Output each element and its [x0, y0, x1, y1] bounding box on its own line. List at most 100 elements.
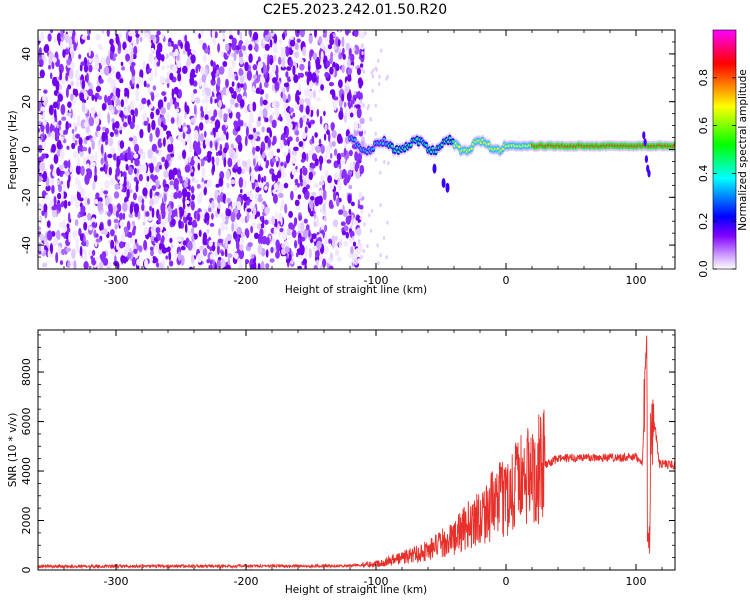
heatmap-noise-cell: [159, 75, 165, 84]
heatmap-noise-cell: [223, 113, 228, 122]
heatmap-noise-cell: [60, 200, 65, 208]
heatmap-noise-cell: [314, 132, 318, 138]
heatmap-noise-cell: [94, 151, 98, 162]
heatmap-noise-cell: [206, 152, 212, 163]
heatmap-noise-cell: [304, 246, 308, 257]
heatmap-noise-cell: [234, 221, 238, 231]
heatmap-noise-cell: [299, 153, 303, 159]
heatmap-noise-cell: [131, 68, 136, 77]
heatmap-noise-cell: [282, 93, 287, 103]
heatmap-noise-cell: [164, 159, 168, 171]
heatmap-noise-cell: [142, 113, 148, 124]
heatmap-noise-cell: [88, 146, 91, 155]
heatmap-noise-cell: [382, 235, 386, 240]
heatmap-noise-cell: [106, 30, 110, 37]
heatmap-noise-cell: [347, 67, 353, 75]
heatmap-noise-cell: [51, 208, 57, 218]
heatmap-noise-cell: [188, 155, 191, 163]
heatmap-noise-cell: [269, 58, 274, 66]
heatmap-noise-cell: [139, 30, 144, 37]
heatmap-noise-cell: [59, 69, 62, 81]
heatmap-noise-cell: [43, 45, 50, 53]
heatmap-noise-cell: [230, 97, 235, 105]
heatmap-noise-cell: [65, 74, 69, 81]
heatmap-noise-cell: [45, 123, 50, 134]
heatmap-noise-cell: [298, 83, 302, 92]
heatmap-noise-cell: [163, 170, 169, 178]
heatmap-band-cell: [432, 163, 437, 174]
heatmap-noise-cell: [167, 211, 172, 223]
heatmap-noise-cell: [71, 128, 75, 134]
heatmap-noise-cell: [366, 106, 369, 111]
heatmap-noise-cell: [259, 82, 262, 92]
heatmap-noise-cell: [226, 208, 232, 217]
heatmap-noise-cell: [131, 39, 135, 44]
heatmap-noise-cell: [354, 151, 359, 162]
heatmap-noise-cell: [201, 99, 205, 104]
heatmap-noise-cell: [199, 122, 204, 131]
heatmap-noise-cell: [314, 158, 319, 167]
heatmap-noise-cell: [68, 174, 71, 183]
heatmap-noise-cell: [86, 35, 90, 41]
heatmap-noise-cell: [155, 191, 160, 196]
heatmap-noise-cell: [138, 173, 143, 182]
heatmap-noise-cell: [303, 117, 307, 123]
heatmap-noise-cell: [351, 214, 354, 226]
heatmap-noise-cell: [161, 235, 165, 243]
heatmap-noise-cell: [198, 77, 202, 88]
heatmap-noise-cell: [377, 58, 380, 63]
heatmap-noise-cell: [323, 133, 327, 141]
heatmap-noise-cell: [338, 209, 344, 216]
heatmap-noise-cell: [146, 83, 151, 89]
heatmap-noise-cell: [357, 242, 363, 253]
heatmap-noise-cell: [353, 91, 357, 95]
heatmap-noise-cell: [211, 156, 215, 165]
colorbar-tick-label: 0.2: [697, 212, 710, 230]
heatmap-noise-cell: [305, 105, 310, 115]
heatmap-noise-cell: [252, 64, 258, 71]
heatmap-noise-cell: [304, 88, 310, 97]
heatmap-noise-cell: [118, 212, 124, 221]
heatmap-noise-cell: [182, 139, 186, 147]
heatmap-noise-cell: [109, 131, 114, 138]
heatmap-noise-cell: [193, 116, 196, 125]
heatmap-noise-cell: [271, 173, 276, 182]
heatmap-noise-cell: [240, 189, 243, 194]
heatmap-noise-cell: [264, 43, 270, 51]
heatmap-noise-cell: [266, 62, 270, 72]
heatmap-noise-cell: [216, 244, 220, 255]
heatmap-noise-cell: [155, 180, 160, 189]
heatmap-noise-cell: [297, 122, 300, 128]
heatmap-noise-cell: [233, 50, 237, 61]
heatmap-noise-cell: [38, 47, 42, 58]
heatmap-noise-cell: [316, 221, 320, 227]
heatmap-noise-cell: [115, 210, 120, 218]
heatmap-noise-cell: [141, 203, 145, 212]
heatmap-noise-cell: [337, 181, 342, 192]
heatmap-noise-cell: [93, 173, 98, 183]
heatmap-noise-cell: [298, 215, 303, 221]
heatmap-noise-cell: [192, 140, 198, 152]
heatmap-noise-cell: [295, 130, 300, 136]
heatmap-noise-cell: [332, 219, 339, 228]
heatmap-noise-cell: [205, 87, 211, 97]
heatmap-noise-cell: [203, 186, 207, 196]
heatmap-noise-cell: [114, 183, 120, 190]
heatmap-noise-cell: [202, 232, 207, 242]
heatmap-x-ticks: -300 -200 -100 0 100: [37, 30, 663, 287]
heatmap-noise-cell: [324, 36, 329, 42]
heatmap-noise-cell: [107, 153, 113, 159]
heatmap-noise-cell: [160, 243, 165, 250]
heatmap-noise-cell: [79, 245, 83, 257]
heatmap-noise-cell: [60, 30, 65, 35]
heatmap-noise-cell: [343, 225, 349, 232]
heatmap-noise-cell: [295, 252, 299, 258]
heatmap-noise-cell: [347, 174, 351, 181]
heatmap-noise-cell: [102, 257, 109, 266]
heatmap-noise-cell: [281, 57, 286, 68]
heatmap-noise-cell: [276, 242, 280, 253]
heatmap-noise-cell: [122, 231, 125, 238]
heatmap-noise-cell: [82, 215, 87, 221]
heatmap-noise-cell: [273, 183, 279, 191]
heatmap-noise-cell: [98, 143, 102, 151]
